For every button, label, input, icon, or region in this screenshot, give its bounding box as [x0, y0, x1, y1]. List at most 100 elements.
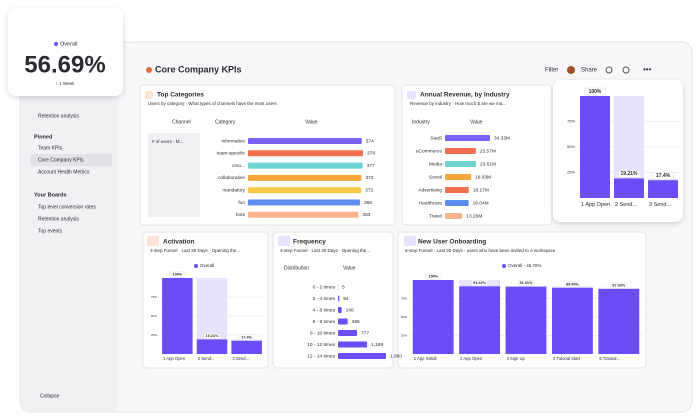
bar — [445, 200, 469, 206]
category-label: Travel — [429, 213, 442, 219]
y-tick-label: 25% — [567, 170, 575, 175]
bar — [248, 187, 362, 194]
sidebar-item[interactable]: Retention analysis — [38, 113, 79, 119]
value-label: 378 — [367, 151, 375, 157]
funnel-bar — [598, 288, 640, 354]
value-label: 100% — [589, 89, 602, 95]
category-label: team-specific — [217, 151, 246, 157]
value-label: 100% — [428, 275, 438, 279]
bar — [445, 161, 476, 167]
sidebar-item[interactable]: Team KPIs — [38, 145, 63, 151]
funnel-bar — [614, 178, 644, 198]
panel-subtitle: 8-step Funnel · Last 30 Days · users who… — [405, 248, 556, 253]
funnel-bar — [412, 280, 454, 354]
legend-dot — [502, 264, 506, 268]
bar — [248, 150, 363, 157]
category-label: 10 - 12 times — [307, 342, 335, 348]
category-label: Healthcare — [419, 200, 443, 206]
bar — [338, 353, 386, 359]
bar — [248, 174, 362, 181]
panel-subtitle: 3-step Funnel · Last 30 Days · Opening t… — [280, 248, 370, 253]
y-tick-label: 75% — [401, 296, 407, 300]
bar — [338, 295, 340, 302]
funnel-bar — [162, 278, 193, 354]
panel-title: Top Categories — [157, 92, 204, 99]
more-icon[interactable]: ••• — [643, 65, 652, 74]
overall-note: ↑ 1 Week — [56, 81, 75, 86]
column-header[interactable]: Category — [215, 119, 236, 125]
sidebar-item[interactable]: Core Company KPIs — [38, 157, 84, 163]
bar — [338, 318, 348, 325]
overall-card — [8, 8, 123, 96]
value-label: 373 — [365, 175, 373, 181]
sidebar-section: Your Boards — [34, 192, 67, 198]
bar — [338, 330, 358, 336]
category-label: mandatory — [222, 187, 245, 193]
board-title: Core Company KPIs — [155, 64, 242, 74]
column-header[interactable]: Value — [343, 265, 356, 271]
value-label: 17.4% — [241, 335, 252, 339]
value-label: 23.61M — [480, 161, 496, 167]
column-header[interactable]: Value — [470, 119, 483, 125]
share-button[interactable]: Share — [581, 68, 598, 74]
board-icon — [146, 67, 152, 73]
panel-title: Activation — [163, 239, 194, 246]
legend-dot — [54, 42, 58, 46]
legend-dot — [194, 264, 198, 268]
value-label: 19.21% — [621, 171, 639, 177]
category-label: informative — [222, 138, 246, 144]
column-header[interactable]: Channel — [172, 119, 191, 125]
value-label: 363 — [362, 212, 370, 218]
column-header[interactable]: Value — [305, 119, 318, 125]
bar — [248, 199, 360, 206]
panel-icon — [145, 91, 153, 99]
value-label: 13.26M — [466, 213, 482, 219]
step-label: 1 App Install — [414, 356, 437, 361]
bar — [248, 138, 362, 144]
sidebar-item[interactable]: Top events — [38, 228, 63, 234]
bar — [445, 187, 469, 193]
step-label: 3 Send... — [649, 202, 671, 208]
category-label: SaaS — [430, 135, 442, 141]
step-label: 3 Send... — [232, 356, 249, 361]
value-label-box — [169, 271, 186, 278]
value-label: 19.21% — [206, 334, 220, 338]
category-label: bots — [236, 212, 246, 218]
avatar — [567, 66, 575, 74]
category-label: 12 - 14 times — [307, 353, 335, 359]
y-tick-label: 75% — [567, 119, 575, 124]
category-label: 6 - 8 times — [313, 319, 336, 325]
y-tick-label: 50% — [567, 144, 575, 149]
category-label: collaborative — [218, 175, 245, 181]
link-icon[interactable] — [605, 66, 613, 74]
category-label: Media — [429, 161, 442, 167]
funnel-bar — [551, 287, 593, 354]
sidebar-item[interactable]: Account Health Metrics — [38, 169, 90, 175]
y-tick-label: 75% — [151, 295, 157, 299]
sidebar — [21, 43, 118, 411]
funnel-bar — [231, 340, 262, 354]
value-label: 91.42% — [473, 281, 487, 285]
step-label: 4 Tutorial Start — [553, 356, 581, 361]
panel-title: Annual Revenue, by Industry — [420, 92, 510, 99]
bar — [445, 148, 476, 154]
value-label: 91.01% — [520, 281, 534, 285]
bar — [248, 162, 363, 169]
row-header-cell — [148, 133, 200, 217]
collapse-button[interactable]: Collapse — [40, 393, 60, 399]
column-header[interactable]: Distribution — [284, 265, 309, 271]
column-header[interactable]: Industry — [412, 119, 430, 125]
value-label: 18.04M — [473, 200, 489, 206]
y-tick-label: 50% — [151, 314, 157, 318]
value-label: 1,189 — [371, 342, 383, 348]
filter-button[interactable]: Filter — [545, 68, 558, 74]
category-label: cmo... — [232, 164, 245, 169]
funnel-bar — [459, 286, 501, 354]
funnel-bar — [648, 180, 678, 198]
value-label: 1,960 — [390, 353, 402, 359]
sidebar-item[interactable]: Retention analysis — [38, 216, 79, 222]
like-icon[interactable] — [622, 66, 630, 74]
value-label-box — [618, 170, 640, 178]
step-label: 2 Send... — [198, 356, 215, 361]
sidebar-item[interactable]: Top level conversion rates — [38, 204, 96, 210]
